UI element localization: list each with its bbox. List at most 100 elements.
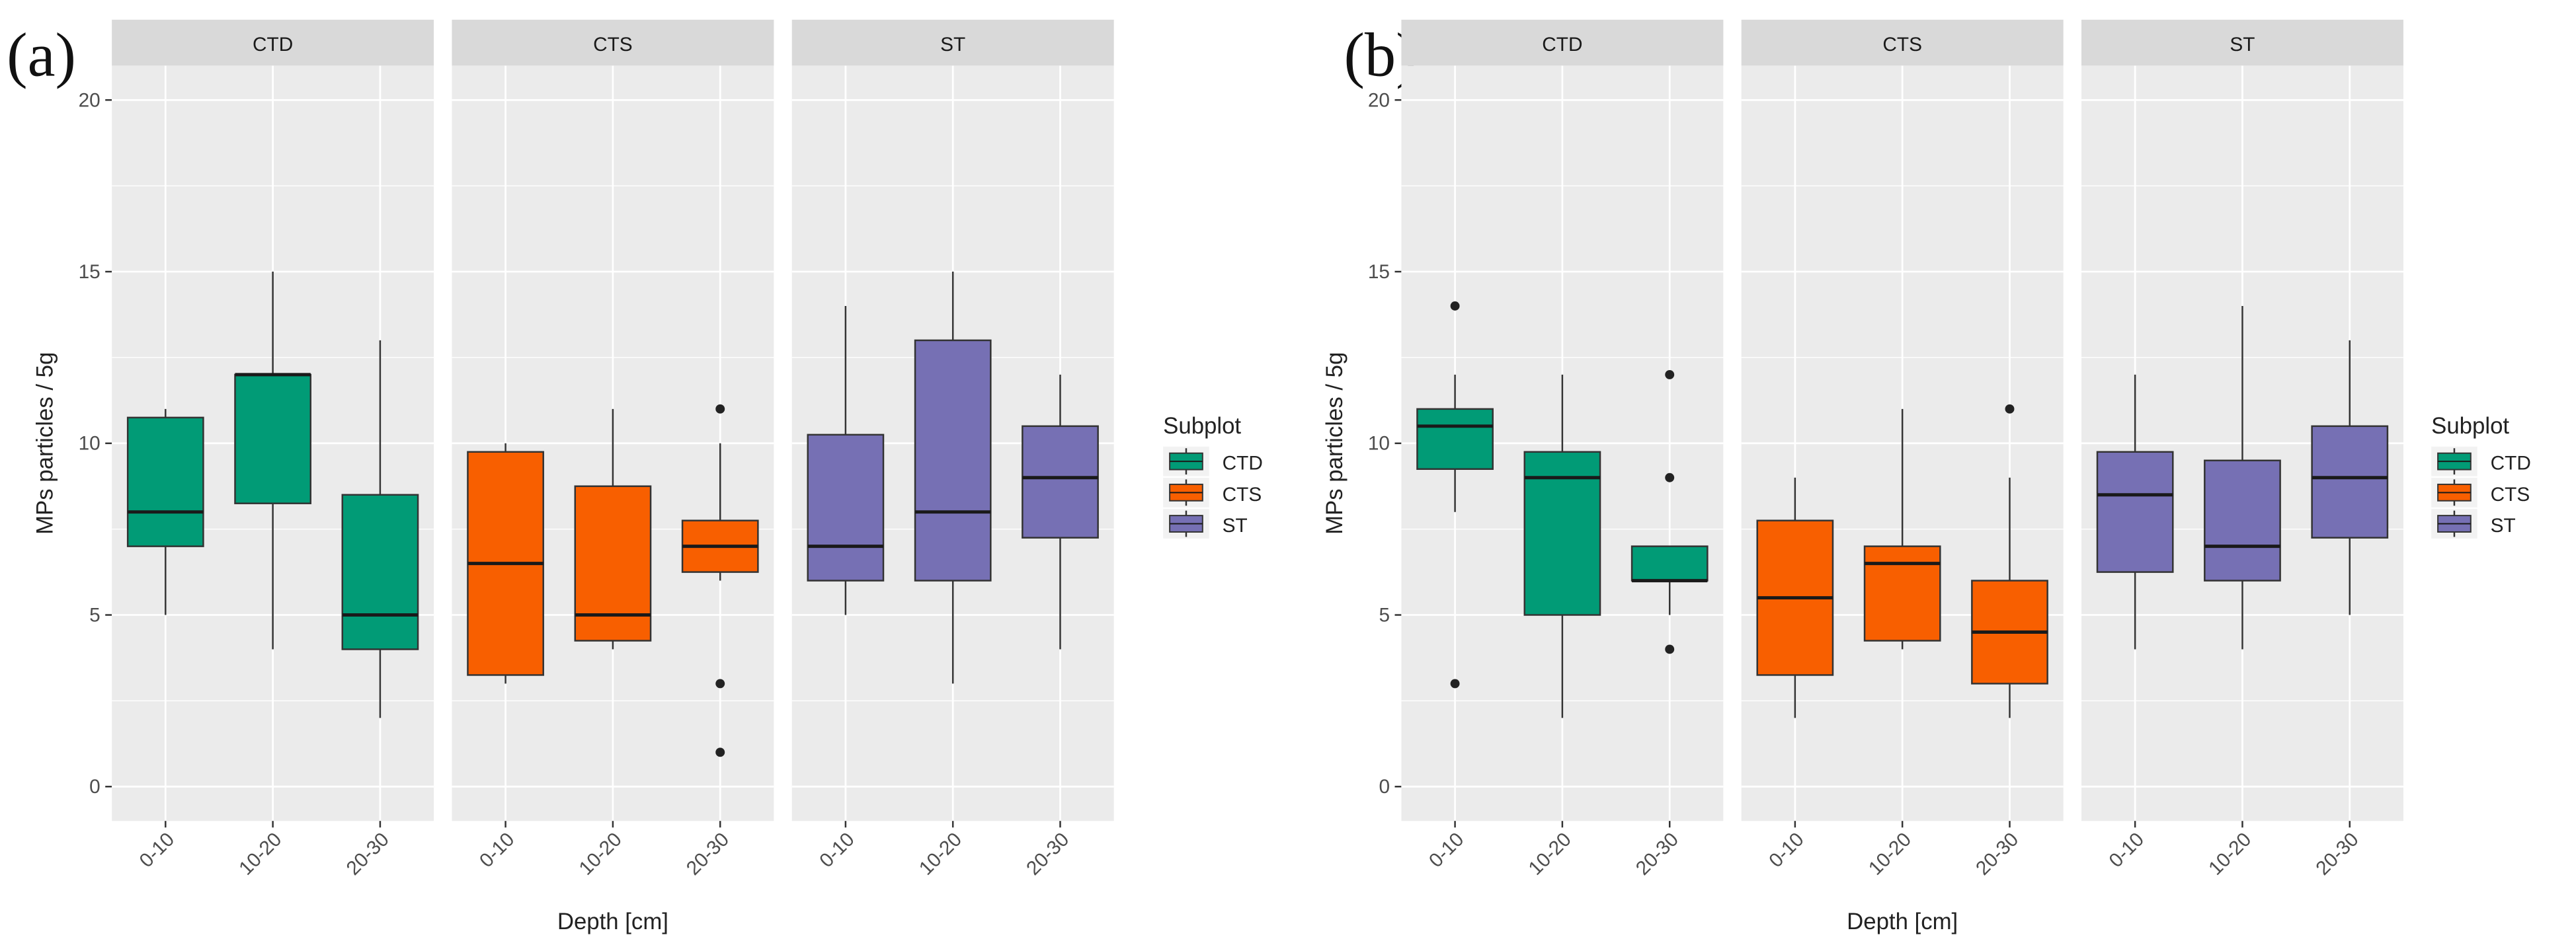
outlier-point (1665, 369, 1675, 379)
box-iqr (2096, 451, 2174, 573)
facet-strip-label: ST (940, 34, 965, 56)
box-10-20 (234, 272, 312, 650)
facet-strip (791, 19, 1114, 66)
box-0-10 (1756, 477, 1834, 718)
box-iqr (341, 494, 419, 650)
y-tick-label: 10 (79, 433, 101, 455)
x-tick-label: 10-20 (1865, 829, 1915, 880)
box-iqr (1416, 408, 1494, 470)
x-tick-label: 0-10 (1425, 829, 1469, 872)
x-tick-label: 10-20 (915, 829, 966, 880)
facet-strip-label: CTS (593, 34, 633, 56)
facet-cts: CTS 0-10 10-20 20-30 (1741, 19, 2064, 880)
box-10-20 (914, 272, 992, 684)
x-axis-title: Depth [cm] (1847, 909, 1958, 934)
y-tick-label: 15 (1368, 261, 1390, 283)
outlier-point (1665, 473, 1675, 482)
box-10-20 (1863, 408, 1941, 650)
facet-strip (1741, 19, 2064, 66)
x-tick-label: 20-30 (2312, 829, 2362, 880)
chart-a: (a) 0 5 10 15 20 MPs particles / 5g CTD 0-10 10-2… (7, 19, 1263, 934)
x-tick-label: 0-10 (1765, 829, 1808, 872)
legend-key-st (1163, 509, 1209, 539)
box-0-10 (467, 443, 544, 684)
box-iqr (2204, 459, 2281, 582)
box-iqr (574, 485, 652, 642)
outlier-point (715, 747, 725, 757)
box-iqr (126, 416, 204, 547)
box-20-30 (341, 340, 419, 718)
box-iqr (2311, 425, 2389, 539)
x-tick-label: 0-10 (136, 829, 179, 872)
legend: Subplot CTD CTS ST (1163, 414, 1263, 539)
x-tick-label: 20-30 (1632, 829, 1683, 880)
y-axis-title: MPs particles / 5g (33, 352, 58, 535)
x-tick-label: 10-20 (235, 829, 286, 880)
y-tick-label: 5 (1379, 604, 1390, 626)
box-10-20 (2204, 306, 2281, 650)
legend: Subplot CTD CTS ST (2431, 414, 2531, 539)
legend-label: CTS (1223, 484, 1262, 506)
box-20-30 (681, 404, 759, 757)
facet-strip-label: ST (2230, 34, 2255, 56)
y-tick-label: 15 (79, 261, 101, 283)
facet-strip (112, 19, 434, 66)
box-0-10 (807, 306, 885, 615)
legend-label: ST (2491, 515, 2516, 537)
legend-label: CTS (2491, 484, 2530, 506)
facet-cts: CTS 0-10 10-20 20-30 (452, 19, 774, 880)
y-axis-title: MPs particles / 5g (1322, 352, 1348, 535)
legend-key-ctd (2431, 446, 2477, 476)
y-tick-label: 20 (1368, 89, 1390, 111)
box-10-20 (1523, 374, 1601, 718)
outlier-point (1450, 301, 1460, 311)
y-tick-label: 20 (79, 89, 101, 111)
x-tick-label: 10-20 (1525, 829, 1576, 880)
box-iqr (1630, 545, 1709, 582)
box-0-10 (2096, 374, 2174, 650)
box-iqr (914, 339, 992, 582)
box-iqr (1863, 545, 1941, 642)
facet-ctd: CTD 0-10 10-20 20-30 (112, 19, 434, 880)
facet-st: ST 0-10 10-20 20-30 (2081, 19, 2403, 880)
y-tick-label: 0 (89, 776, 101, 798)
box-iqr (1022, 425, 1099, 539)
legend-title: Subplot (2431, 414, 2509, 439)
box-20-30 (1971, 404, 2048, 718)
facet-strip (1401, 19, 1724, 66)
y-tick-label: 5 (89, 604, 101, 626)
box-10-20 (574, 408, 652, 650)
panel-label: (a) (7, 20, 76, 89)
legend-title: Subplot (1163, 414, 1241, 439)
y-tick-label: 10 (1368, 433, 1390, 455)
x-axis-title: Depth [cm] (557, 909, 668, 934)
legend-label: ST (1223, 515, 1248, 537)
legend-key-cts (2431, 477, 2477, 508)
x-tick-label: 10-20 (2204, 829, 2255, 880)
facet-strip (452, 19, 774, 66)
facet-strip-label: CTS (1882, 34, 1922, 56)
y-tick-label: 0 (1379, 776, 1390, 798)
outlier-point (715, 404, 725, 414)
box-iqr (807, 434, 885, 582)
x-tick-label: 0-10 (475, 829, 519, 872)
legend-key-cts (1163, 477, 1209, 508)
facet-ctd: CTD 0-10 10-20 20-30 (1401, 19, 1724, 880)
box-20-30 (1630, 369, 1709, 654)
facet-strip-label: CTD (253, 34, 293, 56)
x-tick-label: 0-10 (2105, 829, 2148, 872)
x-tick-label: 0-10 (815, 829, 859, 872)
legend-key-st (2431, 509, 2477, 539)
legend-label: CTD (2491, 453, 2531, 474)
box-0-10 (126, 408, 204, 615)
outlier-point (1665, 644, 1675, 654)
x-tick-label: 20-30 (342, 829, 393, 880)
facet-st: ST 0-10 10-20 20-30 (791, 19, 1114, 880)
legend-label: CTD (1223, 453, 1263, 474)
x-tick-label: 20-30 (1022, 829, 1073, 880)
facet-strip-label: CTD (1542, 34, 1582, 56)
box-20-30 (2311, 340, 2389, 615)
x-tick-label: 20-30 (1972, 829, 2023, 880)
